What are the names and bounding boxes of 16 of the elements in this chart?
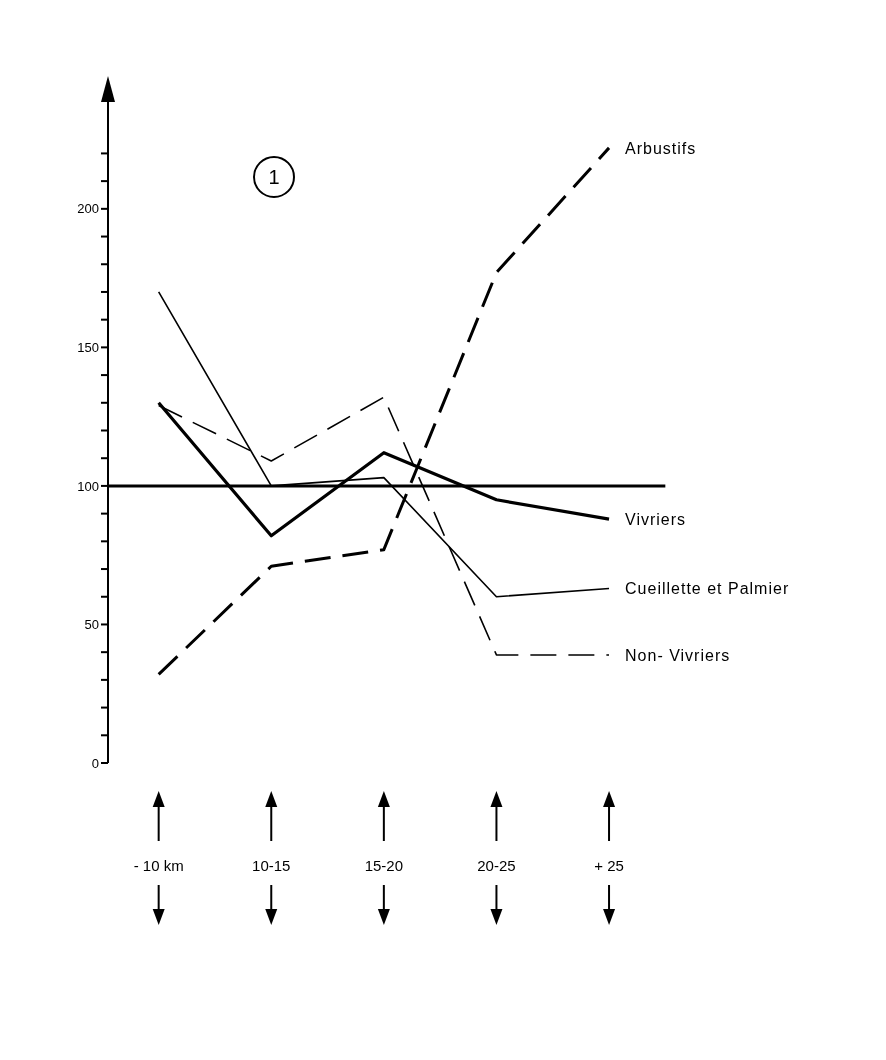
y-tick-label: 50: [84, 617, 99, 633]
series-label: Cueillette et Palmier: [625, 580, 790, 598]
series-label: Vivriers: [625, 511, 687, 529]
x-tick-label: + 25: [594, 857, 624, 874]
annotation: 1: [268, 165, 280, 189]
x-tick-label: 10-15: [252, 857, 291, 874]
x-tick-label: - 10 km: [133, 857, 184, 874]
series-label: Arbustifs: [625, 139, 697, 157]
x-tick-label: 20-25: [477, 857, 516, 874]
series-label: Non- Vivriers: [625, 646, 731, 664]
circle-icon: 1: [253, 156, 295, 198]
y-tick-label: 0: [91, 755, 99, 771]
x-tick-label: 15-20: [364, 857, 404, 874]
y-tick-label: 100: [77, 478, 99, 494]
y-tick-label: 150: [77, 339, 99, 355]
y-tick-label: 200: [77, 201, 99, 217]
